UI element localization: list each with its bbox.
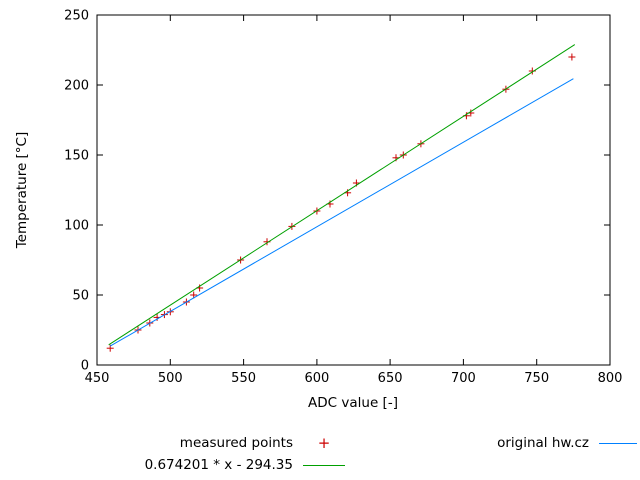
y-tick-label: 250	[64, 9, 89, 24]
legend-item-fit-line: 0.674201 * x - 294.35	[0, 456, 345, 474]
plot-border	[96, 14, 611, 366]
x-tick-label: 800	[598, 371, 623, 386]
series-line	[109, 78, 574, 347]
y-tick-label: 100	[64, 219, 89, 234]
x-tick-label: 700	[451, 371, 476, 386]
y-tick-label: 50	[72, 289, 89, 304]
y-tick-label: 200	[64, 79, 89, 94]
legend-label-original-hwcz: original hw.cz	[497, 435, 589, 451]
x-tick-label: 650	[378, 371, 403, 386]
legend-label-fit-line: 0.674201 * x - 294.35	[144, 457, 293, 473]
x-tick-label: 550	[231, 371, 256, 386]
series-line	[108, 44, 576, 346]
y-tick-label: 150	[64, 149, 89, 164]
plus-marker-sample-icon: +	[317, 434, 331, 452]
line-sample-hwcz-icon	[599, 442, 637, 444]
y-tick-label: 0	[81, 359, 89, 374]
x-tick-label: 500	[158, 371, 183, 386]
y-axis-title: Temperature [°C]	[14, 131, 30, 249]
x-tick-label: 600	[304, 371, 329, 386]
x-tick-label: 750	[524, 371, 549, 386]
x-tick-label: 450	[85, 371, 110, 386]
x-axis-title: ADC value [-]	[308, 395, 398, 411]
legend-item-original-hwcz: original hw.cz	[0, 434, 637, 452]
line-sample-fit-icon	[303, 464, 345, 466]
legend-label-measured-points: measured points	[179, 435, 293, 451]
legend-item-measured-points: measured points +	[0, 434, 345, 452]
